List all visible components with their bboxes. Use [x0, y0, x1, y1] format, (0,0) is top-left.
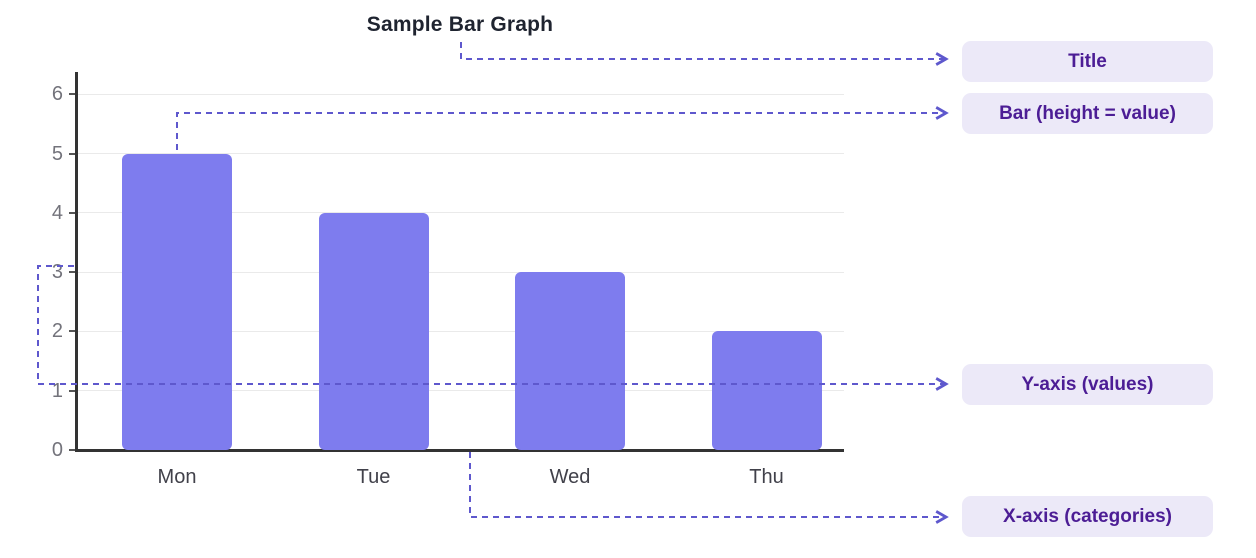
bar-thu: [711, 331, 822, 450]
callout-x-axis: X-axis (categories): [962, 496, 1213, 537]
y-tick-label-2: 2: [51, 320, 63, 343]
gridline-6: [77, 93, 844, 95]
callout-y-axis: Y-axis (values): [962, 364, 1213, 405]
title-connector-line: [460, 42, 946, 59]
bar-wed: [515, 272, 625, 450]
y-tick-label-6: 6: [51, 83, 63, 106]
x-category-label-tue: Tue: [356, 466, 391, 488]
y-tick-6: [69, 93, 78, 96]
y-tick-label-5: 5: [51, 142, 63, 165]
x-category-label-wed: Wed: [549, 466, 591, 488]
y-tick-4: [69, 211, 78, 214]
callout-title: Title: [962, 41, 1213, 82]
bar-mon: [122, 153, 232, 450]
y-axis-line: [75, 72, 78, 452]
y-tick-0: [69, 449, 78, 451]
y-tick-label-0: 0: [51, 439, 63, 461]
x-axis-line: [75, 449, 844, 452]
gridline-4: [77, 212, 844, 214]
y-tick-5: [69, 152, 78, 155]
y-tick-label-3: 3: [51, 261, 63, 284]
gridline-5: [77, 153, 844, 154]
x-category-label-mon: Mon: [157, 466, 197, 488]
y-tick-label-1: 1: [51, 379, 63, 402]
bar-connector-line: [176, 113, 946, 150]
callout-bar: Bar (height = value): [962, 93, 1213, 134]
bar-tue: [318, 212, 429, 450]
gridline-1: [77, 390, 844, 392]
x-category-label-thu: Thu: [749, 466, 784, 488]
y-tick-label-4: 4: [51, 201, 63, 224]
y-tick-1: [69, 389, 78, 392]
chart-title: Sample Bar Graph: [366, 13, 554, 36]
